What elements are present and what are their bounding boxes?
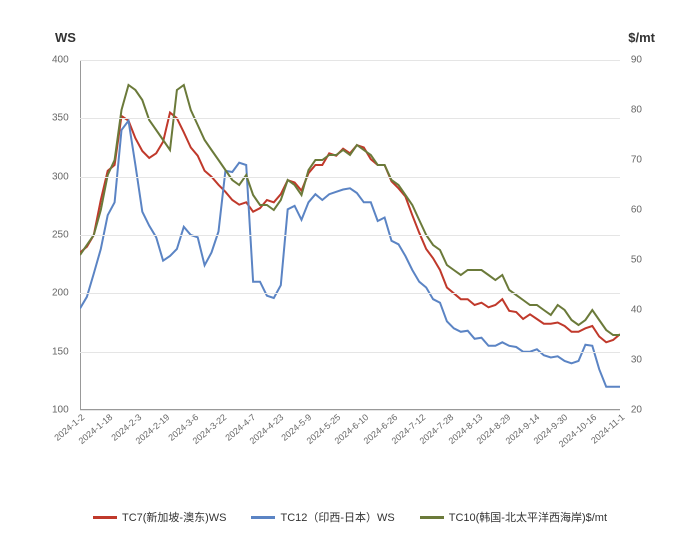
y-tick-left: 250	[52, 230, 69, 241]
right-axis-label: $/mt	[628, 30, 655, 45]
legend-label: TC12（印西-日本）WS	[280, 509, 394, 525]
y-tick-right: 80	[631, 105, 642, 116]
grid-line	[80, 352, 620, 353]
legend-swatch	[93, 516, 117, 519]
y-tick-left: 400	[52, 55, 69, 66]
grid-line	[80, 118, 620, 119]
grid-line	[80, 293, 620, 294]
legend-swatch	[251, 516, 275, 519]
y-tick-right: 70	[631, 155, 642, 166]
grid-line	[80, 235, 620, 236]
legend-item: TC10(韩国-北太平洋西海岸)$/mt	[420, 509, 607, 525]
y-tick-right: 30	[631, 355, 642, 366]
legend-item: TC7(新加坡-澳东)WS	[93, 509, 227, 525]
y-tick-left: 150	[52, 346, 69, 357]
grid-line	[80, 177, 620, 178]
legend-item: TC12（印西-日本）WS	[251, 509, 394, 525]
y-tick-right: 90	[631, 55, 642, 66]
plot-area: 1001502002503003504002030405060708090202…	[80, 60, 620, 410]
y-tick-left: 350	[52, 113, 69, 124]
left-axis-label: WS	[55, 30, 76, 45]
y-tick-left: 200	[52, 288, 69, 299]
y-tick-right: 20	[631, 405, 642, 416]
series-line	[80, 121, 620, 387]
legend-swatch	[420, 516, 444, 519]
legend-label: TC7(新加坡-澳东)WS	[122, 509, 227, 525]
grid-line	[80, 410, 620, 411]
series-line	[80, 113, 620, 343]
grid-line	[80, 60, 620, 61]
y-tick-right: 40	[631, 305, 642, 316]
y-tick-left: 100	[52, 405, 69, 416]
legend-label: TC10(韩国-北太平洋西海岸)$/mt	[449, 509, 607, 525]
series-line	[80, 85, 620, 335]
y-tick-right: 50	[631, 255, 642, 266]
chart-container: WS $/mt 10015020025030035040020304050607…	[30, 20, 670, 530]
legend: TC7(新加坡-澳东)WS TC12（印西-日本）WS TC10(韩国-北太平洋西海…	[30, 509, 670, 525]
y-tick-right: 60	[631, 205, 642, 216]
y-tick-left: 300	[52, 171, 69, 182]
